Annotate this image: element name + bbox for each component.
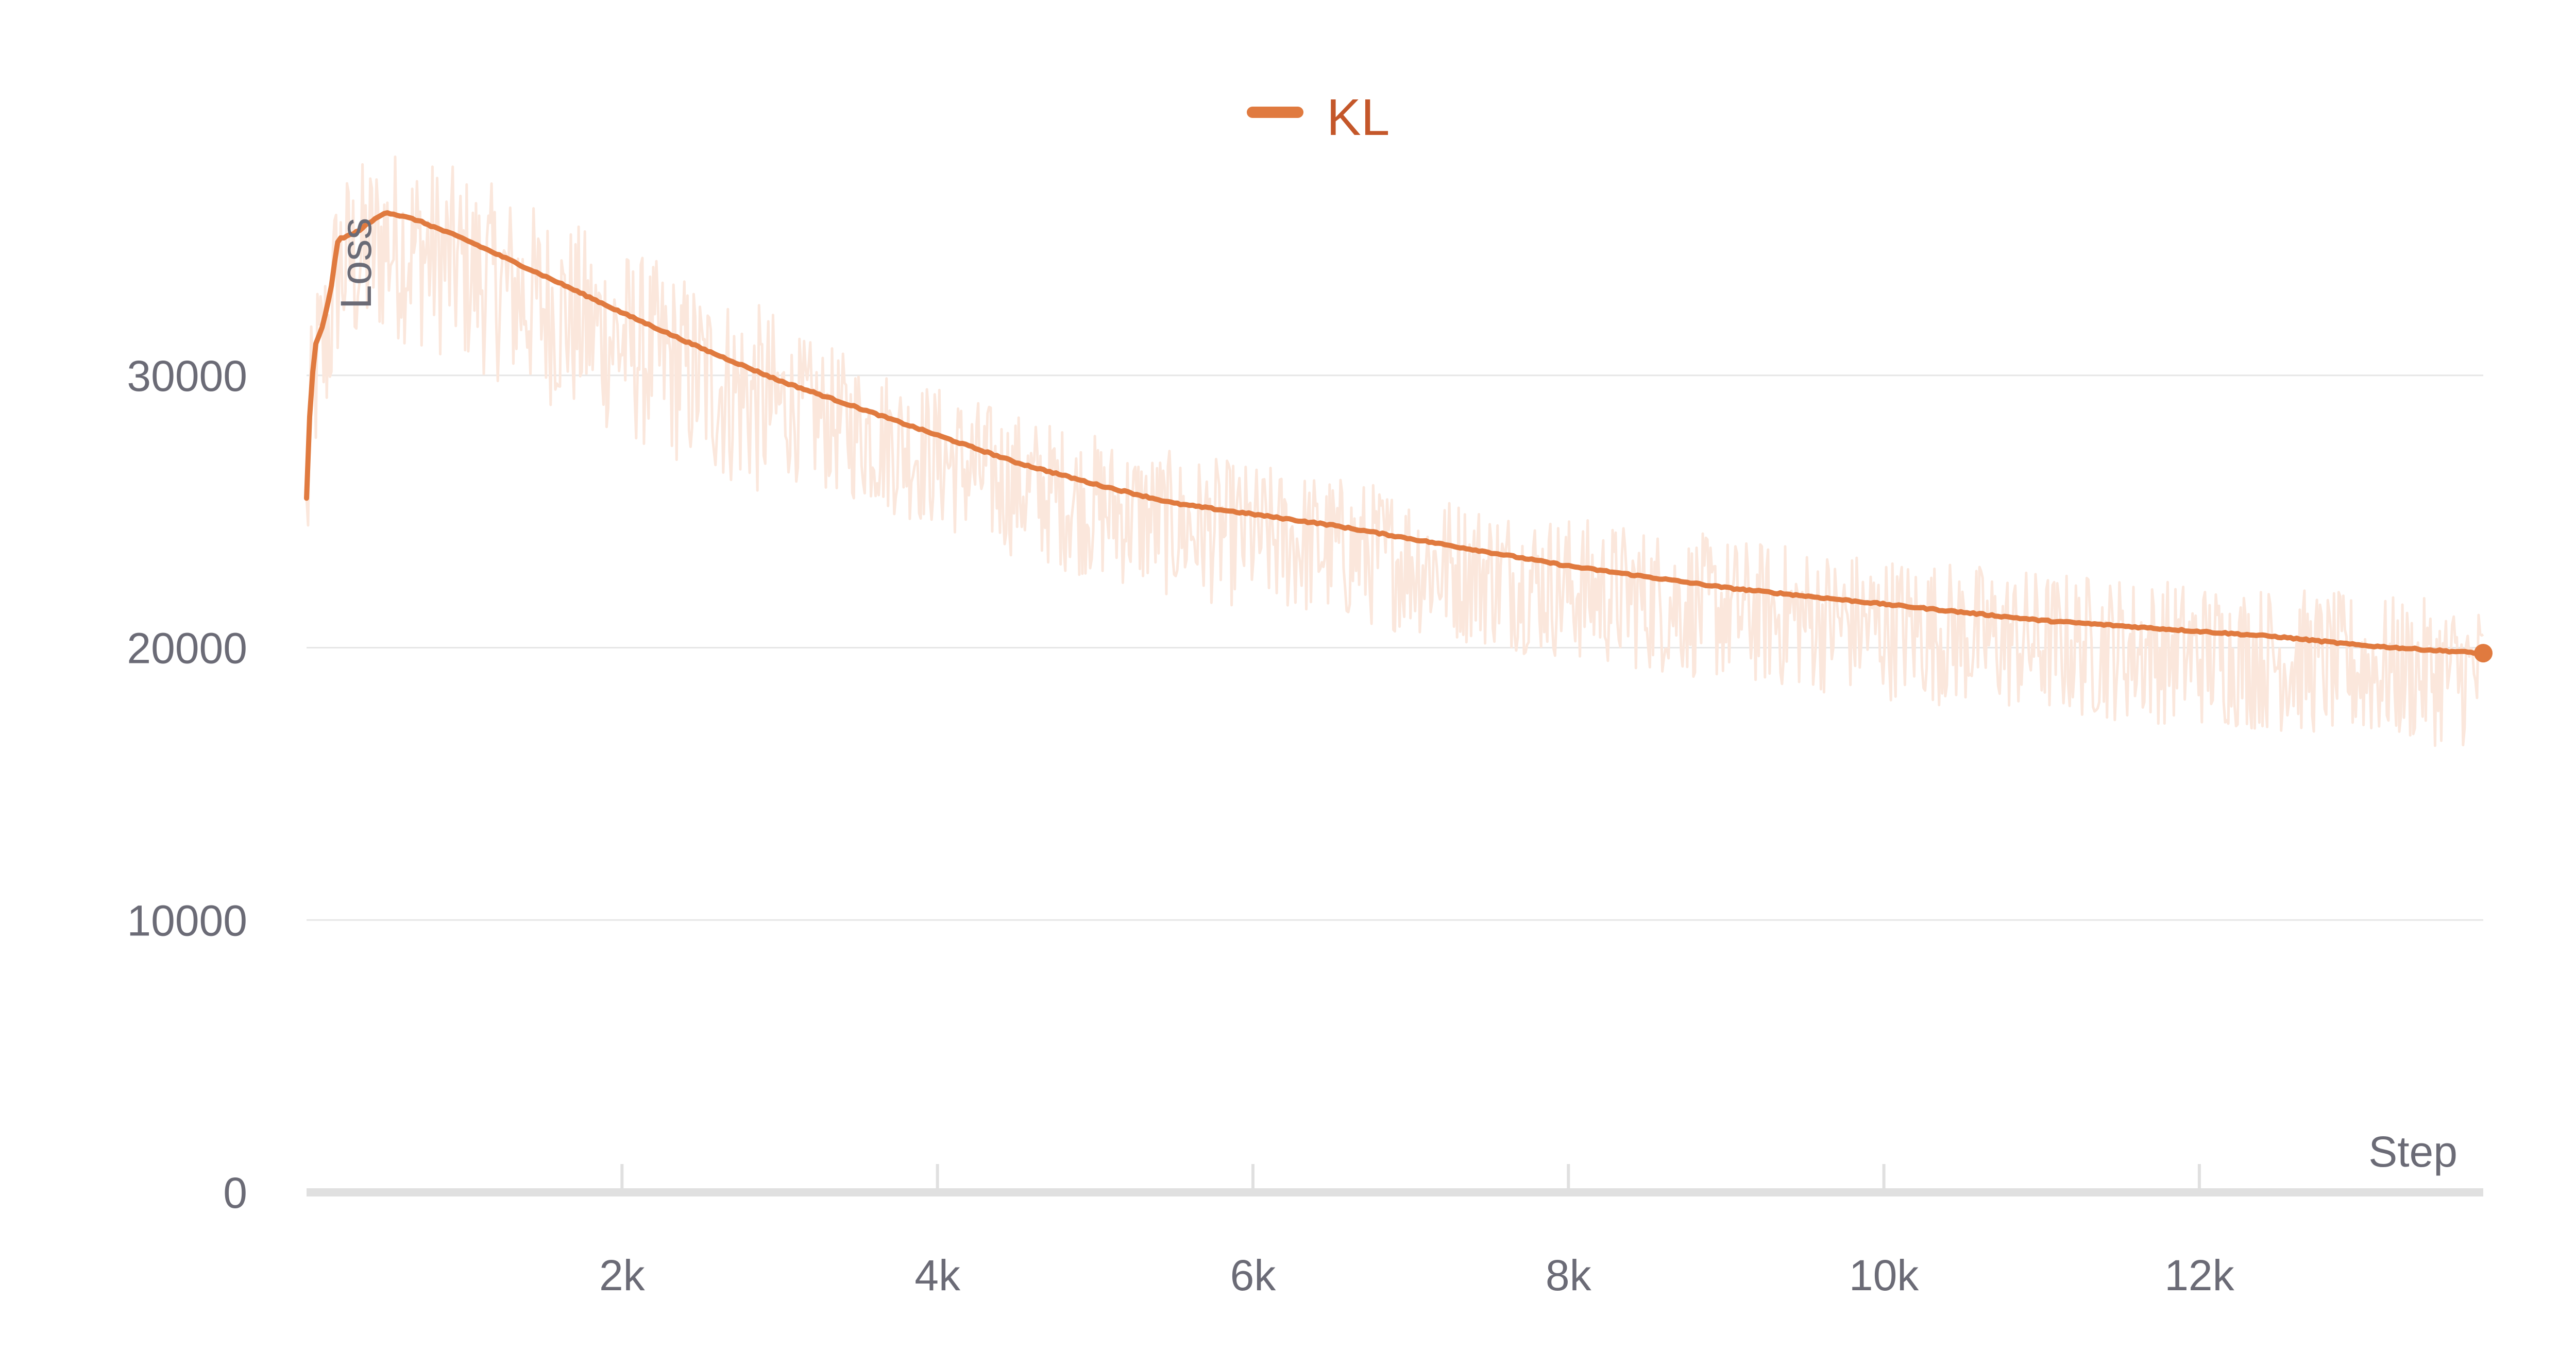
- smoothed-series-layer: [304, 210, 2493, 663]
- x-tick-label-1: 4k: [914, 1251, 961, 1299]
- x-tick-label-5: 12k: [2164, 1251, 2234, 1299]
- x-tick-label-0: 2k: [599, 1251, 646, 1299]
- y-axis-tick-labels: 0 10000 20000 30000: [127, 352, 247, 1217]
- y-tick-label-1: 10000: [127, 896, 247, 945]
- y-axis-title: Loss: [332, 218, 380, 309]
- legend-label-kl: KL: [1327, 89, 1389, 146]
- x-tick-label-2: 6k: [1230, 1251, 1277, 1299]
- series-end-point-kl[interactable]: [2474, 644, 2493, 663]
- x-tick-label-4: 10k: [1849, 1251, 1919, 1299]
- grid-lines: [307, 374, 2483, 921]
- x-axis-tick-labels: 2k 4k 6k 8k 10k 12k: [599, 1251, 2235, 1299]
- y-tick-label-3: 30000: [127, 352, 247, 400]
- raw-series-layer: [305, 155, 2484, 747]
- y-tick-label-0: 0: [223, 1169, 247, 1217]
- legend-swatch-kl: [1247, 107, 1303, 118]
- series-line-kl: [304, 210, 2486, 656]
- raw-series-line-kl: [305, 155, 2484, 747]
- legend[interactable]: KL: [1247, 89, 1389, 146]
- x-axis-title: Step: [2368, 1127, 2458, 1176]
- x-tick-label-3: 8k: [1546, 1251, 1592, 1299]
- x-axis: [307, 1164, 2483, 1196]
- y-tick-label-2: 20000: [127, 624, 247, 673]
